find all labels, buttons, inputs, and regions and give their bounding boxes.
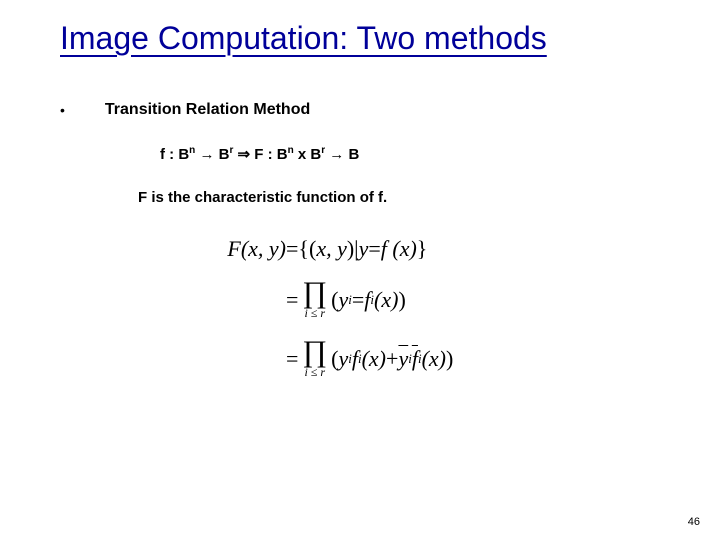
formula-arrow1: → B — [195, 146, 229, 163]
eq3-fx: (x) — [362, 346, 386, 372]
eq2-eq: = — [286, 287, 298, 313]
slide-container: Image Computation: Two methods • Transit… — [0, 0, 720, 416]
sub-heading: Transition Relation Method — [105, 101, 310, 119]
equation-line-1: F(x, y) = {( x, y )| y = f (x) } — [210, 236, 670, 262]
equation-block: F(x, y) = {( x, y )| y = f (x) } = ∏ i ≤… — [210, 236, 670, 380]
eq3-close: ) — [446, 346, 453, 372]
eq2-close: ) — [398, 287, 405, 313]
eq2-fx: (x) — [374, 287, 398, 313]
eq1-y: y — [359, 236, 369, 262]
product-symbol-1: ∏ i ≤ r — [302, 278, 327, 321]
eq1-f: f (x) — [381, 236, 417, 262]
eq3-ybar: y — [398, 346, 408, 372]
formula-implies: ⇒ F : B — [233, 146, 287, 163]
prod-sub-1: i ≤ r — [304, 306, 325, 321]
eq1-mid: )| — [347, 236, 359, 262]
prod-glyph-1: ∏ — [302, 278, 327, 308]
prod-sub-2: i ≤ r — [304, 365, 325, 380]
eq2-mid: = — [352, 287, 364, 313]
eq3-fbx: (x) — [422, 346, 446, 372]
description-text: F is the characteristic function of f. — [138, 189, 670, 206]
eq1-open: {( — [298, 236, 316, 262]
prod-glyph-2: ∏ — [302, 337, 327, 367]
bullet-item: • Transition Relation Method — [60, 101, 670, 119]
formula-times: x B — [294, 146, 322, 163]
product-symbol-2: ∏ i ≤ r — [302, 337, 327, 380]
eq1-eq2: = — [368, 236, 380, 262]
eq3-eq: = — [286, 346, 298, 372]
eq1-xy: x, y — [316, 236, 347, 262]
eq3-plus: + — [386, 346, 398, 372]
eq1-close: } — [417, 236, 428, 262]
eq1-eq: = — [286, 236, 298, 262]
eq1-lhs: F(x, y) — [210, 236, 286, 262]
eq3-yi: y — [338, 346, 348, 372]
slide-title: Image Computation: Two methods — [60, 20, 670, 57]
formula-signature: f : Bn → Br ⇒ F : Bn x Br → B — [160, 145, 670, 163]
formula-f: f : B — [160, 146, 189, 163]
formula-arrow2: → B — [325, 146, 359, 163]
page-number: 46 — [688, 516, 700, 528]
equation-line-2: = ∏ i ≤ r ( yi = fi (x) ) — [210, 278, 670, 321]
equation-line-3: = ∏ i ≤ r ( yi fi (x) + yi fi (x) ) — [210, 337, 670, 380]
bullet-marker: • — [60, 101, 65, 117]
eq2-yi: y — [338, 287, 348, 313]
